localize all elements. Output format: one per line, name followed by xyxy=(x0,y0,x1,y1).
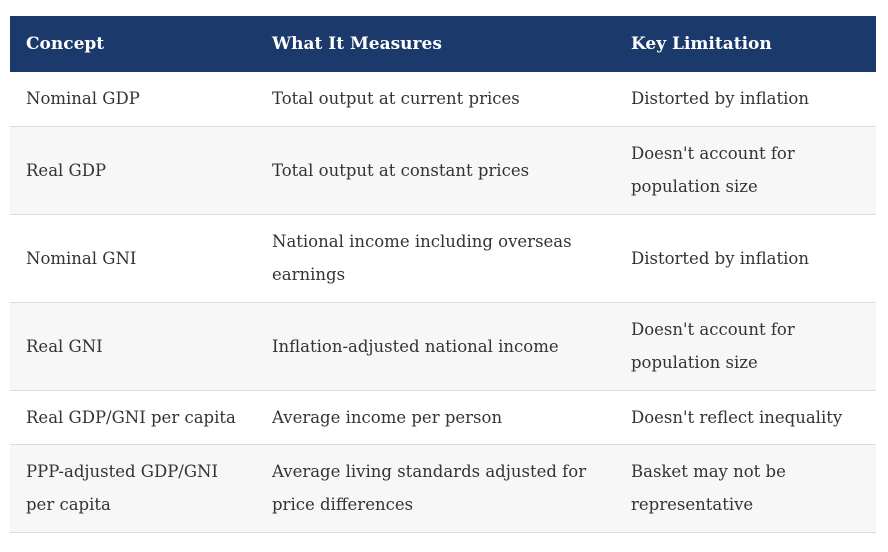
header-row: Concept What It Measures Key Limitation xyxy=(10,16,876,72)
table-row: Real GDP/GNI per capita Average income p… xyxy=(10,390,876,445)
cell-measures: Total output at current prices xyxy=(256,72,615,127)
header-what-it-measures: What It Measures xyxy=(272,34,442,54)
cell-concept: Real GNI xyxy=(10,302,256,391)
cell-limitation: Basket may not be representative xyxy=(615,444,876,533)
table-row: Nominal GNI National income including ov… xyxy=(10,214,876,303)
comparison-table: Concept What It Measures Key Limitation … xyxy=(10,16,876,533)
table-row: PPP-adjusted GDP/GNI per capita Average … xyxy=(10,444,876,533)
cell-concept: Real GDP/GNI per capita xyxy=(10,390,256,445)
table-row: Real GNI Inflation-adjusted national inc… xyxy=(10,302,876,391)
cell-limitation: Doesn't reflect inequality xyxy=(615,390,876,445)
cell-limitation: Doesn't account for population size xyxy=(615,302,876,391)
cell-concept: Nominal GDP xyxy=(10,72,256,127)
comparison-table-container: Concept What It Measures Key Limitation … xyxy=(10,16,876,533)
cell-measures: Average living standards adjusted for pr… xyxy=(256,444,615,533)
header-key-limitation: Key Limitation xyxy=(631,34,772,54)
cell-limitation: Distorted by inflation xyxy=(615,214,876,303)
table-row: Nominal GDP Total output at current pric… xyxy=(10,72,876,127)
table-row: Real GDP Total output at constant prices… xyxy=(10,126,876,215)
cell-measures: Total output at constant prices xyxy=(256,126,615,215)
cell-measures: Average income per person xyxy=(256,390,615,445)
cell-concept: Nominal GNI xyxy=(10,214,256,303)
cell-limitation: Distorted by inflation xyxy=(615,72,876,127)
cell-limitation: Doesn't account for population size xyxy=(615,126,876,215)
header-concept: Concept xyxy=(26,34,105,54)
table-header: Concept What It Measures Key Limitation xyxy=(10,16,876,72)
cell-measures: National income including overseas earni… xyxy=(256,214,615,303)
cell-measures: Inflation-adjusted national income xyxy=(256,302,615,391)
cell-concept: Real GDP xyxy=(10,126,256,215)
table-body: Nominal GDP Total output at current pric… xyxy=(10,72,876,533)
cell-concept: PPP-adjusted GDP/GNI per capita xyxy=(10,444,256,533)
